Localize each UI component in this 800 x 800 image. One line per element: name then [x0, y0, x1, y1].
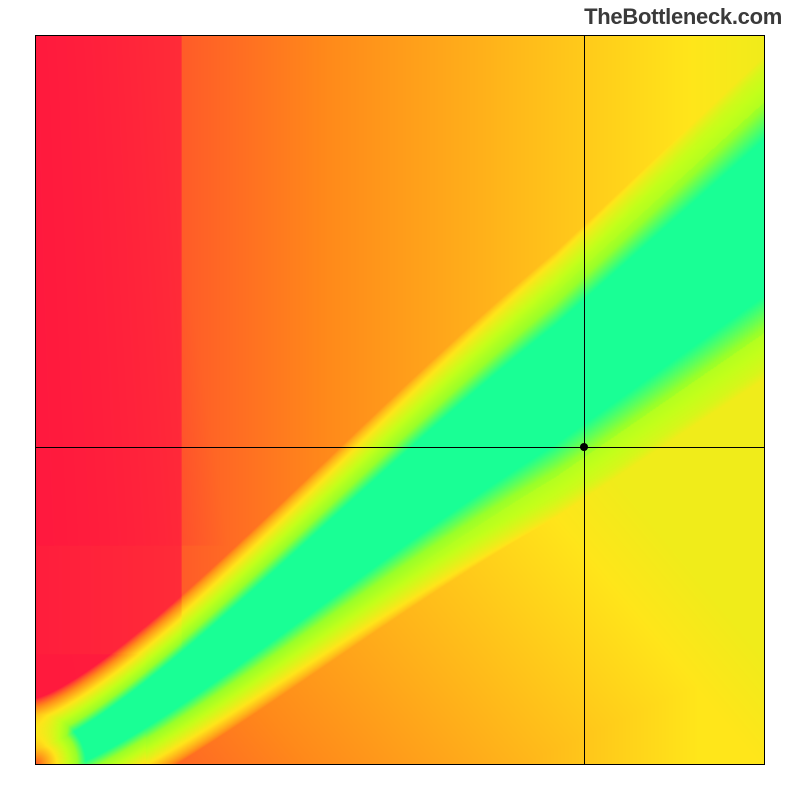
bottleneck-heatmap: [36, 36, 764, 764]
watermark-text: TheBottleneck.com: [584, 4, 782, 30]
crosshair-marker: [580, 443, 588, 451]
crosshair-vertical-line: [584, 36, 585, 764]
crosshair-horizontal-line: [36, 447, 764, 448]
plot-area: [35, 35, 765, 765]
